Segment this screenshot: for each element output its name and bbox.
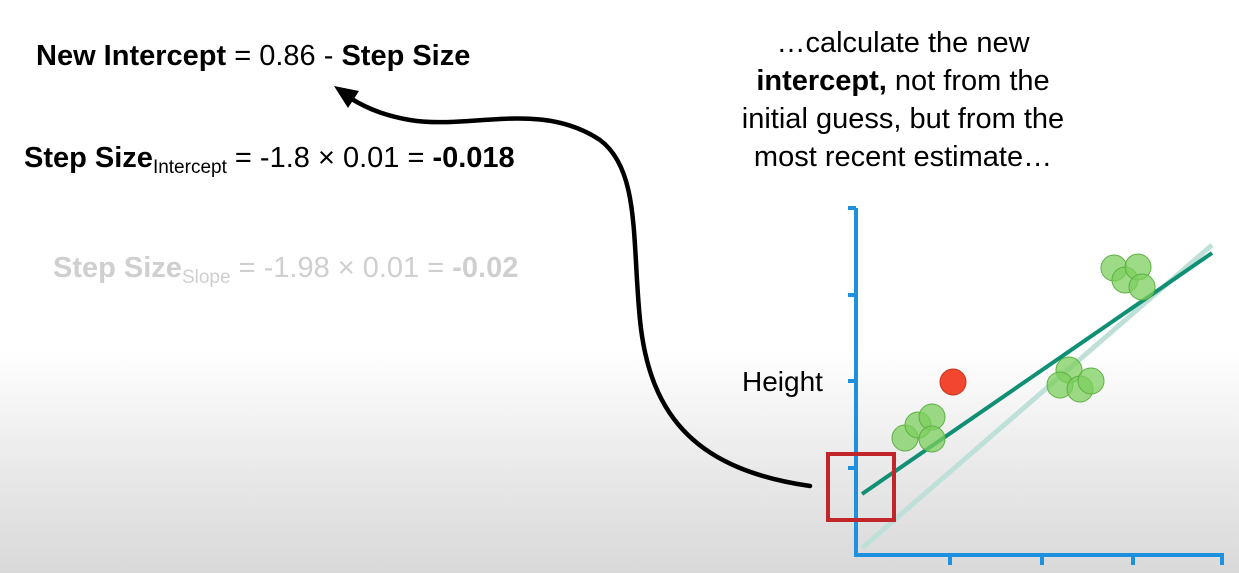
x-axis <box>854 553 1224 565</box>
step-size-intercept-expression: = -1.8 × 0.01 = <box>226 142 433 174</box>
step-size-label: Step Size <box>53 252 182 284</box>
arrow-head <box>334 86 359 108</box>
y-axis-label: Height <box>742 366 823 397</box>
y-axis <box>848 206 858 557</box>
step-size-slope-expression: = -1.98 × 0.01 = <box>230 252 453 284</box>
step-size-label: Step Size <box>24 142 153 174</box>
new-intercept-expression: = 0.86 - <box>226 40 342 72</box>
data-point <box>918 425 946 453</box>
caption-intercept-word: intercept, <box>756 65 887 97</box>
caption-text: …calculate the new intercept, not from t… <box>693 24 1113 176</box>
step-size-slope-equation: Step SizeSlope = -1.98 × 0.01 = -0.02 <box>53 252 518 289</box>
data-points <box>891 253 1156 453</box>
curved-arrow <box>341 91 813 489</box>
data-point <box>1077 367 1105 395</box>
step-size-intercept-result: -0.018 <box>432 142 515 174</box>
new-intercept-label: New Intercept <box>36 40 227 72</box>
caption-line-1: …calculate the new <box>776 27 1030 59</box>
new-intercept-equation: New Intercept = 0.86 - Step Size <box>36 40 470 73</box>
data-point <box>1128 273 1156 301</box>
slope-subscript: Slope <box>181 267 231 288</box>
caption-line-3: initial guess, but from the <box>741 103 1065 135</box>
intercept-highlight-box <box>826 452 896 522</box>
step-size-intercept-equation: Step SizeIntercept = -1.8 × 0.01 = -0.01… <box>24 142 515 179</box>
step-size-slope-result: -0.02 <box>452 252 519 284</box>
intercept-subscript: Intercept <box>152 157 227 178</box>
step-size-term: Step Size <box>341 40 471 72</box>
caption-line-2: intercept, not from the <box>693 62 1113 100</box>
current-fit-line <box>860 251 1214 496</box>
caption-line-4: most recent estimate… <box>753 141 1053 173</box>
highlighted-data-point <box>939 368 967 396</box>
caption-line-2-rest: not from the <box>886 65 1050 97</box>
